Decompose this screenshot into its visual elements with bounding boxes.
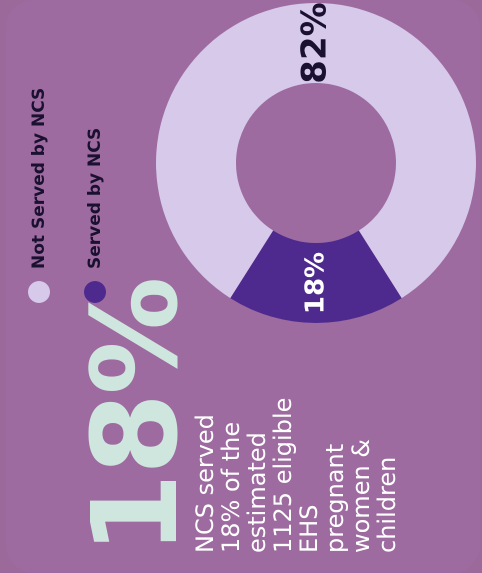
description-line: NCS served xyxy=(191,414,219,553)
legend-item-not-served: Not Served by NCS xyxy=(26,88,52,303)
legend-label: Served by NCS xyxy=(85,127,105,269)
description-line: 18% of the xyxy=(217,421,245,553)
description-line: EHS xyxy=(295,504,323,553)
chart-legend: Not Served by NCS Served by NCS xyxy=(26,88,138,303)
legend-swatch xyxy=(28,281,50,303)
description-line: pregnant xyxy=(321,443,349,553)
description-line: children xyxy=(373,456,401,553)
legend-item-served: Served by NCS xyxy=(82,88,108,303)
description-line: estimated xyxy=(243,432,271,553)
donut-chart: 18% 82% xyxy=(156,2,476,323)
description-line: 1125 eligible xyxy=(269,397,297,553)
donut-label: 18% xyxy=(301,252,331,314)
donut-label: 82% xyxy=(295,2,335,83)
donut-slice-not-served-by-ncs xyxy=(156,3,476,299)
donut-slice-served-by-ncs xyxy=(230,230,402,323)
legend-label: Not Served by NCS xyxy=(29,87,49,269)
infographic-card: 18% NCS served 18% of the estimated 1125… xyxy=(6,0,480,573)
headline-description: NCS served 18% of the estimated 1125 eli… xyxy=(191,313,401,553)
legend-swatch xyxy=(84,281,106,303)
rotated-content: 18% NCS served 18% of the estimated 1125… xyxy=(6,0,482,573)
description-line: women & xyxy=(347,438,375,553)
